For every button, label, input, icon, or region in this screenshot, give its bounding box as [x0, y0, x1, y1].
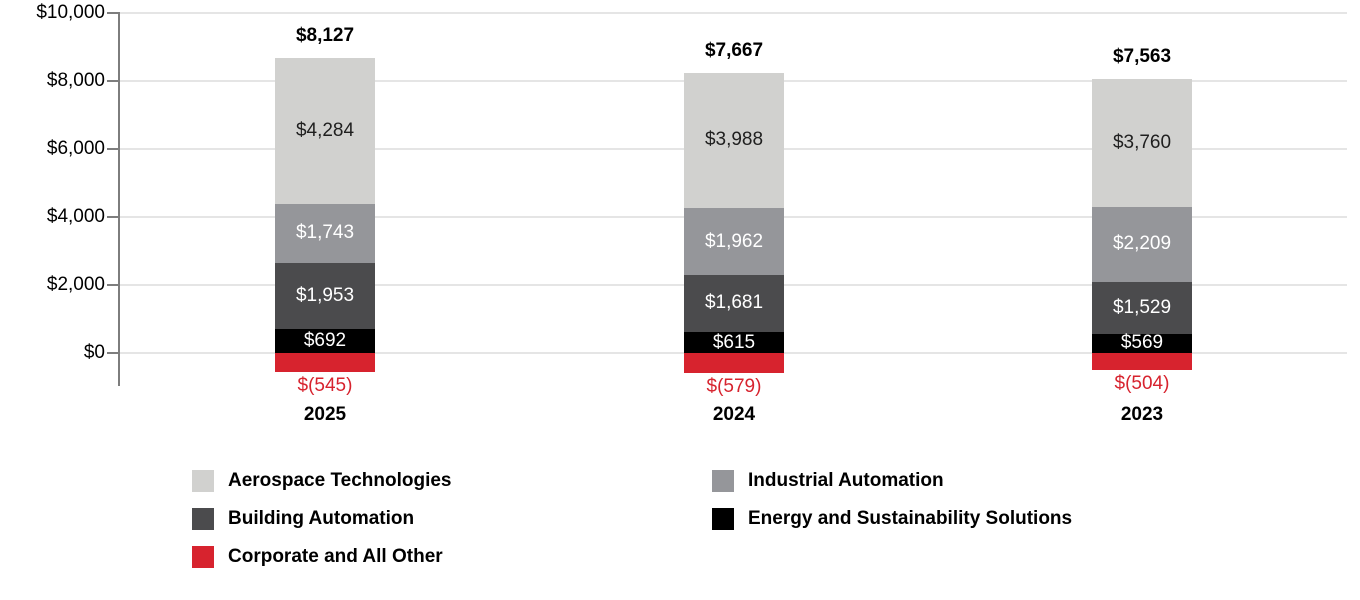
bar-segment-industrial-automation: $2,209 [1092, 206, 1192, 282]
bar-segment-corporate-and-all-other [684, 353, 784, 373]
bar-segment-building-automation: $1,529 [1092, 281, 1192, 334]
total-label: $7,667 [704, 39, 764, 61]
axis-tick [107, 352, 120, 354]
legend-swatch-building-automation [192, 508, 214, 530]
legend-label-aerospace-technologies: Aerospace Technologies [228, 470, 452, 491]
gridline [120, 12, 1347, 14]
y-axis-label: $0 [83, 342, 105, 363]
legend-swatch-industrial-automation [712, 470, 734, 492]
bar-segment-energy-and-sustainability-solutions: $569 [1092, 332, 1192, 353]
category-label-2023: 2023 [1120, 404, 1164, 425]
y-axis-label: $8,000 [46, 70, 105, 91]
bar-segment-building-automation: $1,953 [275, 263, 375, 330]
bar-segment-industrial-automation: $1,743 [275, 203, 375, 264]
legend-swatch-aerospace-technologies [192, 470, 214, 492]
bar-segment-energy-and-sustainability-solutions: $692 [275, 329, 375, 353]
bar-segment-energy-and-sustainability-solutions: $615 [684, 332, 784, 353]
bar-segment-corporate-and-all-other [1092, 353, 1192, 371]
total-label: $7,563 [1112, 45, 1172, 67]
legend-label-industrial-automation: Industrial Automation [748, 470, 944, 491]
axis-tick [107, 216, 120, 218]
legend-swatch-corporate-and-all-other [192, 546, 214, 568]
legend-label-energy-and-sustainability-solutions: Energy and Sustainability Solutions [748, 508, 1073, 529]
axis-tick [107, 80, 120, 82]
axis-tick [107, 284, 120, 286]
bar-segment-aerospace-technologies: $4,284 [275, 58, 375, 204]
bar-segment-aerospace-technologies: $3,988 [684, 72, 784, 209]
bar-segment-industrial-automation: $1,962 [684, 208, 784, 275]
negative-value-label: $(545) [297, 374, 353, 396]
y-axis-label: $6,000 [46, 138, 105, 159]
y-axis-label: $10,000 [36, 2, 105, 23]
axis-tick [107, 148, 120, 150]
negative-value-label: $(504) [1114, 373, 1170, 395]
y-axis-label: $2,000 [46, 274, 105, 295]
y-axis-label: $4,000 [46, 206, 105, 227]
bar-segment-building-automation: $1,681 [684, 274, 784, 333]
category-label-2024: 2024 [712, 404, 756, 425]
total-label: $8,127 [295, 25, 355, 47]
axis-tick [107, 12, 120, 14]
y-axis-line [118, 13, 120, 386]
category-label-2025: 2025 [303, 404, 347, 425]
negative-value-label: $(579) [706, 375, 762, 397]
legend-label-corporate-and-all-other: Corporate and All Other [228, 546, 443, 567]
legend-label-building-automation: Building Automation [228, 508, 415, 529]
legend-swatch-energy-and-sustainability-solutions [712, 508, 734, 530]
bar-segment-aerospace-technologies: $3,760 [1092, 78, 1192, 207]
bar-segment-corporate-and-all-other [275, 353, 375, 372]
